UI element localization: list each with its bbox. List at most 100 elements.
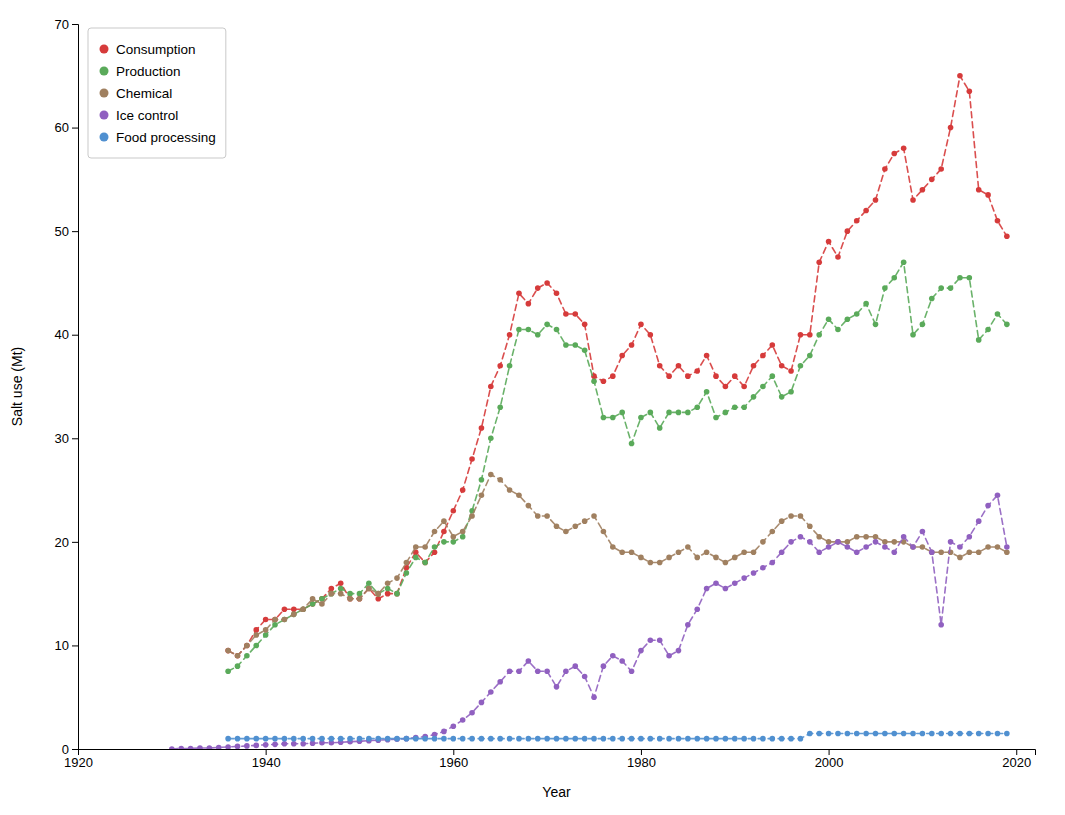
point bbox=[610, 653, 616, 659]
point bbox=[469, 736, 475, 742]
point bbox=[385, 591, 391, 597]
point bbox=[207, 745, 213, 749]
point bbox=[385, 586, 391, 592]
y-axis-title: Salt use (Mt) bbox=[9, 347, 25, 426]
point bbox=[422, 544, 428, 550]
point bbox=[394, 575, 400, 581]
legend-label: Food processing bbox=[116, 130, 216, 145]
point bbox=[479, 425, 485, 431]
point bbox=[713, 415, 719, 421]
point bbox=[329, 591, 335, 597]
point bbox=[779, 363, 785, 369]
point bbox=[610, 415, 616, 421]
point bbox=[385, 580, 391, 586]
point bbox=[460, 487, 466, 493]
tick: 60 bbox=[55, 120, 78, 135]
point bbox=[347, 596, 353, 602]
point bbox=[375, 591, 381, 597]
point bbox=[488, 736, 494, 742]
point bbox=[704, 389, 710, 395]
point bbox=[441, 518, 447, 524]
point bbox=[638, 322, 644, 328]
point bbox=[310, 736, 316, 742]
point bbox=[244, 643, 250, 649]
point bbox=[526, 503, 532, 509]
point bbox=[450, 539, 456, 545]
point bbox=[610, 736, 616, 742]
point bbox=[572, 342, 578, 348]
point bbox=[891, 731, 897, 737]
point bbox=[694, 404, 700, 410]
point bbox=[882, 285, 888, 291]
point bbox=[450, 534, 456, 540]
point bbox=[938, 731, 944, 737]
point bbox=[178, 746, 184, 749]
tick-label: 2000 bbox=[815, 755, 844, 770]
point bbox=[526, 327, 532, 333]
point bbox=[910, 197, 916, 203]
legend: ConsumptionProductionChemicalIce control… bbox=[88, 28, 226, 158]
point bbox=[291, 741, 297, 747]
series bbox=[169, 492, 1010, 749]
point bbox=[422, 560, 428, 566]
point bbox=[920, 322, 926, 328]
point bbox=[929, 549, 935, 555]
point bbox=[732, 373, 738, 379]
point bbox=[798, 332, 804, 338]
point bbox=[704, 549, 710, 555]
point bbox=[404, 560, 410, 566]
point bbox=[225, 669, 231, 675]
point bbox=[169, 746, 175, 749]
point bbox=[619, 736, 625, 742]
point bbox=[291, 606, 297, 612]
x-axis-title: Year bbox=[542, 784, 571, 800]
point bbox=[863, 208, 869, 214]
point bbox=[319, 601, 325, 607]
point bbox=[957, 544, 963, 550]
point bbox=[648, 736, 654, 742]
point bbox=[938, 285, 944, 291]
tick-mark bbox=[829, 749, 830, 755]
point bbox=[572, 663, 578, 669]
point bbox=[507, 363, 513, 369]
point bbox=[300, 606, 306, 612]
point bbox=[798, 513, 804, 519]
tick-label: 40 bbox=[55, 327, 69, 342]
point bbox=[375, 596, 381, 602]
point bbox=[282, 741, 288, 747]
point bbox=[882, 539, 888, 545]
series-line bbox=[228, 733, 1007, 738]
tick-label: 2020 bbox=[1002, 755, 1031, 770]
tick-label: 50 bbox=[55, 224, 69, 239]
point bbox=[610, 373, 616, 379]
point bbox=[845, 228, 851, 234]
point bbox=[291, 612, 297, 618]
point bbox=[957, 73, 963, 79]
point bbox=[676, 410, 682, 416]
point bbox=[263, 742, 269, 748]
point bbox=[601, 415, 607, 421]
point bbox=[685, 544, 691, 550]
tick-mark bbox=[72, 542, 78, 543]
point bbox=[422, 736, 428, 742]
point bbox=[648, 332, 654, 338]
point bbox=[582, 518, 588, 524]
point bbox=[732, 555, 738, 561]
point bbox=[357, 736, 363, 742]
point bbox=[685, 736, 691, 742]
point bbox=[329, 586, 335, 592]
point bbox=[619, 353, 625, 359]
point bbox=[648, 560, 654, 566]
point bbox=[394, 591, 400, 597]
point bbox=[263, 627, 269, 633]
point bbox=[488, 472, 494, 478]
point bbox=[882, 166, 888, 172]
point bbox=[432, 549, 438, 555]
point bbox=[648, 637, 654, 643]
point bbox=[967, 549, 973, 555]
point bbox=[779, 549, 785, 555]
point bbox=[601, 663, 607, 669]
legend-item: Chemical bbox=[100, 86, 173, 101]
point bbox=[769, 736, 775, 742]
axis-line bbox=[79, 750, 1036, 756]
